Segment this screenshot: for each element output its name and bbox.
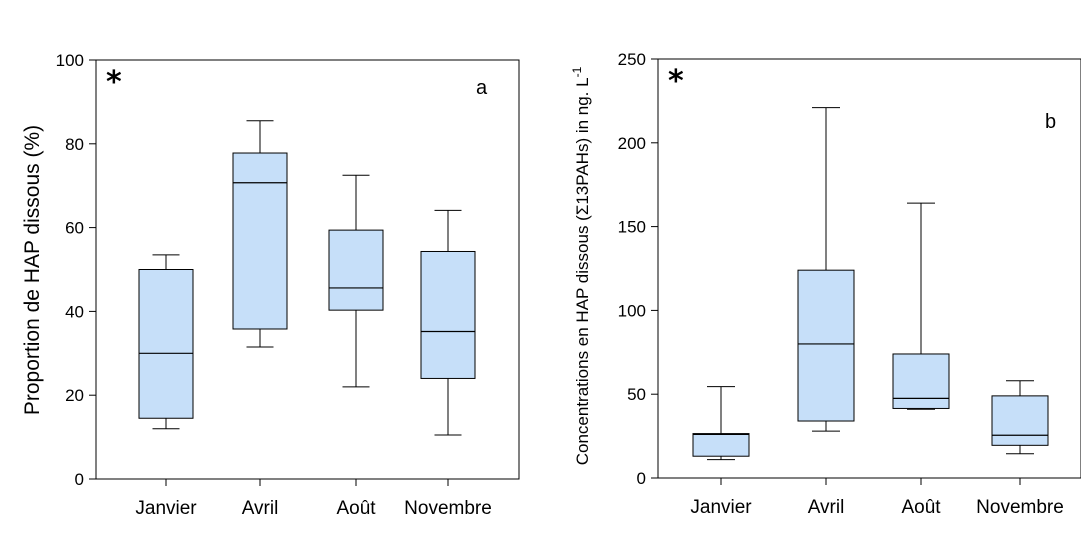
iqr-box	[892, 353, 950, 409]
y-tick-label: 150	[618, 218, 646, 237]
y-axis-title-exponent: -1	[570, 66, 584, 77]
boxes-a	[138, 120, 476, 436]
y-tick-label: 80	[65, 135, 84, 154]
axes-a: 0 20 40 60 80 100 Janvier Avril Août Novembre	[56, 51, 492, 519]
iqr-box	[991, 395, 1049, 446]
box-janvier	[138, 254, 194, 430]
box-janvier	[692, 386, 750, 461]
y-tick-label: 40	[65, 302, 84, 321]
box-avril	[232, 120, 288, 348]
box-août	[892, 202, 950, 410]
box-novembre	[420, 209, 476, 436]
iqr-box	[328, 229, 384, 311]
y-tick-label: 200	[618, 134, 646, 153]
y-tick-label: 0	[637, 469, 646, 488]
y-tick-label: 50	[627, 385, 646, 404]
panel-letter: b	[1045, 111, 1056, 133]
x-category-label: Août	[901, 497, 941, 518]
axes-b: 0 50 100 150 200 250 Janvier Avril Août Novembre	[618, 50, 1064, 518]
y-tick-label: 250	[618, 50, 646, 69]
significance-marker: *	[668, 64, 684, 99]
iqr-box	[797, 269, 855, 422]
iqr-box	[420, 250, 476, 379]
iqr-box	[692, 433, 750, 457]
y-tick-label: 60	[65, 219, 84, 238]
y-tick-label: 20	[65, 386, 84, 405]
x-category-label: Août	[336, 498, 376, 519]
boxes-b	[692, 107, 1049, 461]
panel-b: Concentrations en HAP dissous (Σ13PAHs) …	[570, 50, 1081, 518]
x-category-label: Avril	[242, 498, 279, 519]
box-avril	[797, 107, 855, 432]
iqr-box	[138, 269, 194, 419]
box-novembre	[991, 380, 1049, 455]
x-category-label: Janvier	[690, 497, 752, 518]
significance-marker: *	[106, 65, 122, 100]
iqr-box	[232, 152, 288, 330]
y-axis-title: Concentrations en HAP dissous (Σ13PAHs) …	[570, 66, 592, 465]
y-tick-label: 0	[75, 470, 84, 489]
x-category-label: Novembre	[976, 497, 1064, 518]
x-category-label: Novembre	[404, 498, 492, 519]
x-category-label: Avril	[808, 497, 845, 518]
panel-a: Proportion de HAP dissous (%) * a 0 20 40 6…	[21, 51, 520, 519]
y-tick-label: 100	[618, 301, 646, 320]
x-category-label: Janvier	[135, 498, 197, 519]
y-axis-title: Proportion de HAP dissous (%)	[21, 125, 44, 415]
box-août	[328, 174, 384, 388]
plot-frame	[657, 58, 1081, 479]
panel-letter: a	[476, 77, 488, 99]
y-tick-label: 100	[56, 51, 84, 70]
y-axis-title-main: Concentrations en HAP dissous (Σ13PAHs) …	[573, 77, 592, 465]
plot-frame	[95, 59, 520, 480]
